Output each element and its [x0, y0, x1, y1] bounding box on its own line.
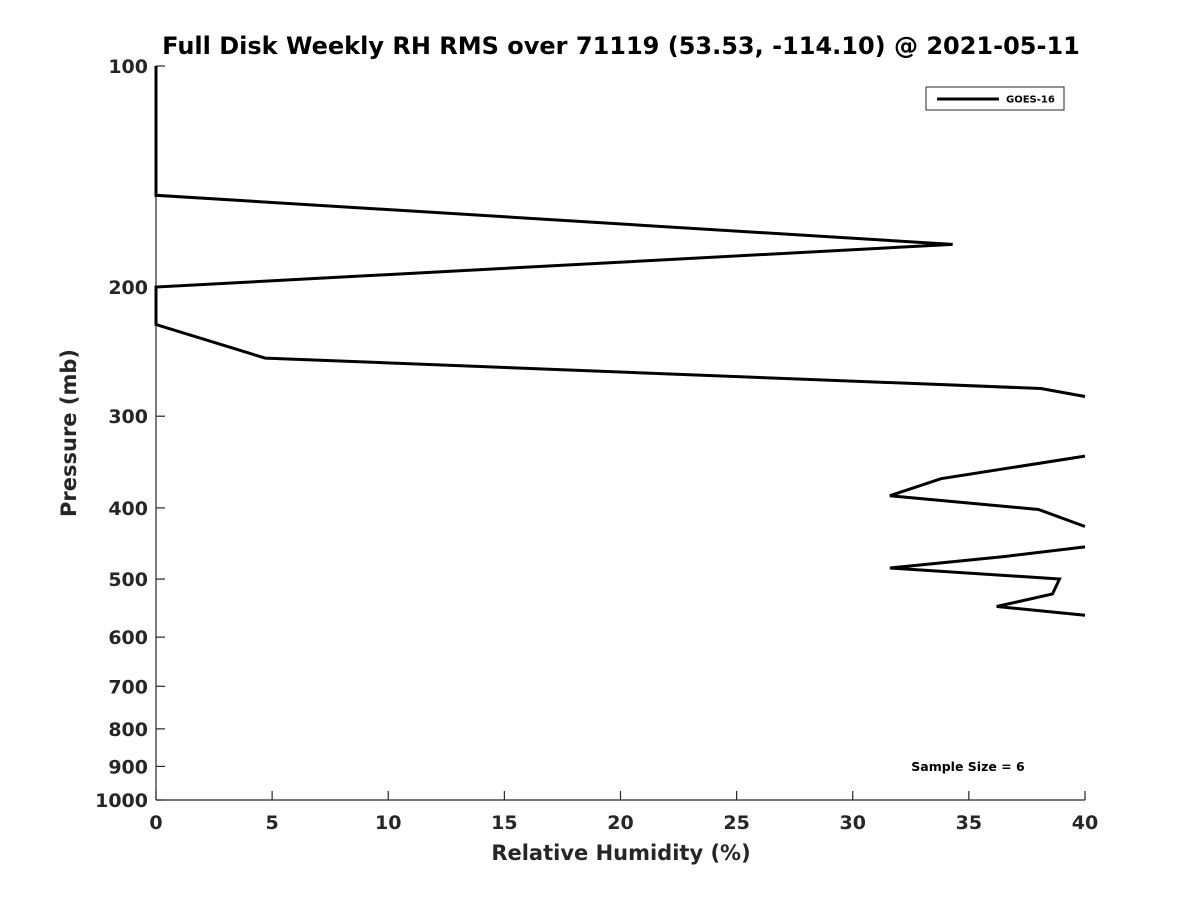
y-tick-label: 900 — [108, 756, 148, 778]
x-tick-label: 5 — [266, 812, 279, 834]
x-axis-label: Relative Humidity (%) — [491, 841, 750, 865]
y-tick-label: 500 — [108, 569, 148, 591]
y-tick-label: 100 — [108, 56, 148, 78]
y-tick-label: 300 — [108, 406, 148, 428]
y-tick-label: 200 — [108, 277, 148, 299]
series-line-goes-16-segment-1 — [154, 66, 1086, 398]
series-line-goes-16-segment-3 — [889, 545, 1086, 617]
series-line-goes-16-segment-2 — [889, 454, 1086, 528]
series-group — [154, 66, 1086, 617]
y-tick-label: 1000 — [95, 790, 148, 812]
y-tick-label: 400 — [108, 498, 148, 520]
legend: GOES-16 — [925, 86, 1065, 111]
y-tick-group: 100 200 300 400 500 600 700 800 900 1000 — [95, 56, 165, 812]
x-tick-label: 10 — [375, 812, 401, 834]
y-axis-label: Pressure (mb) — [57, 349, 81, 517]
x-tick-label: 0 — [149, 812, 162, 834]
x-tick-label: 25 — [723, 812, 749, 834]
x-tick-label: 30 — [840, 812, 866, 834]
sample-size-annotation: Sample Size = 6 — [911, 759, 1025, 774]
y-tick-label: 600 — [108, 627, 148, 649]
chart-title: Full Disk Weekly RH RMS over 71119 (53.5… — [162, 32, 1080, 60]
y-tick-label: 700 — [108, 676, 148, 698]
x-tick-label: 40 — [1072, 812, 1098, 834]
y-tick-label: 800 — [108, 719, 148, 741]
legend-label-goes-16: GOES-16 — [1006, 95, 1055, 106]
x-tick-label: 15 — [491, 812, 517, 834]
x-tick-label: 35 — [956, 812, 982, 834]
axes — [155, 66, 1085, 801]
x-tick-group: 0 5 10 15 20 25 30 35 40 — [149, 791, 1098, 834]
x-tick-label: 20 — [607, 812, 633, 834]
